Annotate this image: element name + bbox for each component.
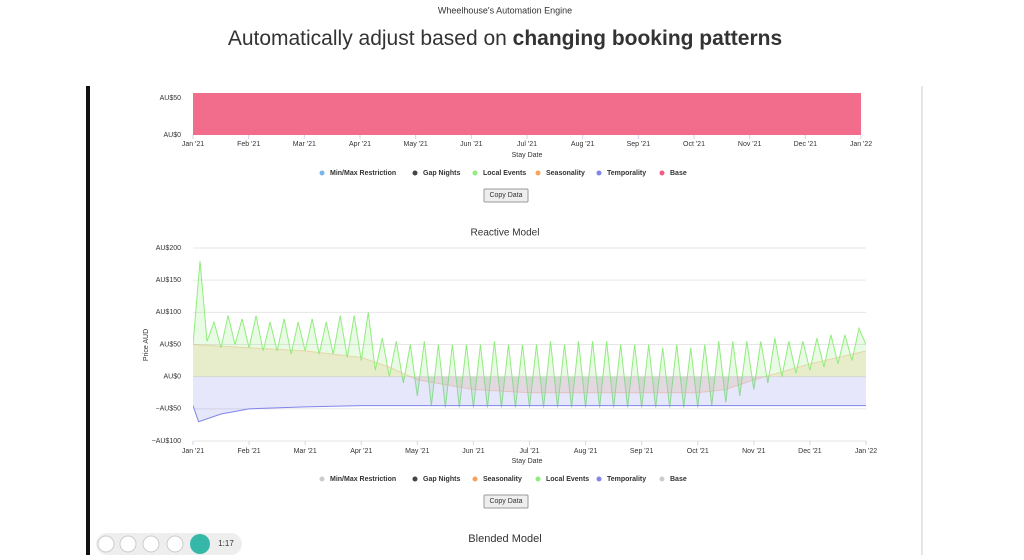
x-tick-label: Mar '21 <box>293 141 316 148</box>
next-title: Blended Model <box>468 533 541 545</box>
kicker: Wheelhouse's Automation Engine <box>438 5 572 15</box>
x-tick-label: Oct '21 <box>687 448 709 455</box>
legend-label: Gap Nights <box>423 170 460 177</box>
legend-label: Min/Max Restriction <box>330 476 396 483</box>
timer: 1:17 <box>218 539 234 548</box>
copy-button-label: Copy Data <box>489 498 522 505</box>
x-tick-label: Nov '21 <box>738 141 762 148</box>
x-tick-label: Jul '21 <box>519 448 539 455</box>
x-tick-label: Jul '21 <box>517 141 537 148</box>
series-line <box>193 260 866 408</box>
legend-label: Seasonality <box>483 476 522 483</box>
legend-label: Gap Nights <box>423 476 460 483</box>
x-tick-label: Apr '21 <box>350 448 372 455</box>
cancel-button[interactable] <box>142 535 160 553</box>
x-tick-label: Apr '21 <box>349 141 371 148</box>
y-axis-label: Price AUD <box>143 329 150 361</box>
y-tick-label: AU$150 <box>156 277 181 284</box>
x-tick-label: Aug '21 <box>574 448 598 455</box>
x-tick-label: May '21 <box>404 141 428 148</box>
y-tick-label: −AU$100 <box>152 438 181 445</box>
copy-button[interactable] <box>483 494 529 509</box>
chart-title: Reactive Model <box>471 228 540 239</box>
legend-label: Min/Max Restriction <box>330 170 396 177</box>
legend-marker <box>535 170 541 176</box>
legend-marker <box>412 170 418 176</box>
video-controls: 1:17 <box>96 533 242 555</box>
legend-label: Local Events <box>483 170 526 177</box>
minimize-button[interactable] <box>97 535 115 553</box>
legend-label: Temporality <box>607 476 646 483</box>
x-tick-label: Sep '21 <box>630 448 654 455</box>
x-tick-label: Sep '21 <box>627 141 651 148</box>
x-tick-label: May '21 <box>405 448 429 455</box>
legend-label: Local Events <box>546 476 589 483</box>
series-area <box>193 93 861 135</box>
legend-marker <box>319 170 325 176</box>
headline-text: Automatically adjust based on <box>228 27 507 50</box>
x-tick-label: Jun '21 <box>460 141 482 148</box>
done-button[interactable] <box>190 534 210 554</box>
camera-button[interactable] <box>119 535 137 553</box>
legend-marker <box>472 170 478 176</box>
headline: Automatically adjust based on changing b… <box>228 27 782 50</box>
legend-label: Base <box>670 476 687 483</box>
series-area <box>193 376 866 422</box>
legend-marker <box>659 476 665 482</box>
series-area <box>193 344 866 393</box>
series-area <box>193 260 866 408</box>
legend-marker <box>596 476 602 482</box>
series-line <box>193 405 866 423</box>
pause-button[interactable] <box>166 535 184 553</box>
x-axis-label: Stay Date <box>512 152 543 159</box>
legend-label: Seasonality <box>546 170 585 177</box>
x-tick-label: Jan '22 <box>850 141 872 148</box>
series-line <box>193 344 866 394</box>
y-tick-label: AU$200 <box>156 245 181 252</box>
y-tick-label: −AU$50 <box>156 406 182 413</box>
legend-marker <box>472 476 478 482</box>
plot-area <box>193 93 861 135</box>
x-tick-label: Aug '21 <box>571 141 595 148</box>
frame-left <box>86 86 90 555</box>
headline-bold: changing booking patterns <box>513 27 783 50</box>
x-tick-label: Oct '21 <box>683 141 705 148</box>
x-tick-label: Jan '22 <box>855 448 877 455</box>
x-tick-label: Feb '21 <box>237 141 260 148</box>
legend-marker <box>319 476 325 482</box>
x-tick-label: Nov '21 <box>742 448 766 455</box>
copy-button[interactable] <box>483 188 529 203</box>
y-tick-label: AU$0 <box>163 132 181 139</box>
x-axis-label: Stay Date <box>512 458 543 465</box>
legend-marker <box>412 476 418 482</box>
x-tick-label: Jun '21 <box>462 448 484 455</box>
legend-label: Temporality <box>607 170 646 177</box>
x-tick-label: Feb '21 <box>238 448 261 455</box>
copy-button-label: Copy Data <box>489 192 522 199</box>
plot-area <box>193 260 866 423</box>
legend-label: Base <box>670 170 687 177</box>
x-tick-label: Mar '21 <box>294 448 317 455</box>
y-tick-label: AU$50 <box>160 341 182 348</box>
legend-marker <box>596 170 602 176</box>
x-tick-label: Jan '21 <box>182 448 204 455</box>
x-tick-label: Dec '21 <box>798 448 822 455</box>
y-tick-label: AU$100 <box>156 309 181 316</box>
legend-marker <box>659 170 665 176</box>
x-tick-label: Dec '21 <box>794 141 818 148</box>
x-tick-label: Jan '21 <box>182 141 204 148</box>
y-tick-label: AU$0 <box>163 374 181 381</box>
legend-marker <box>535 476 541 482</box>
y-tick-label: AU$50 <box>160 95 182 102</box>
